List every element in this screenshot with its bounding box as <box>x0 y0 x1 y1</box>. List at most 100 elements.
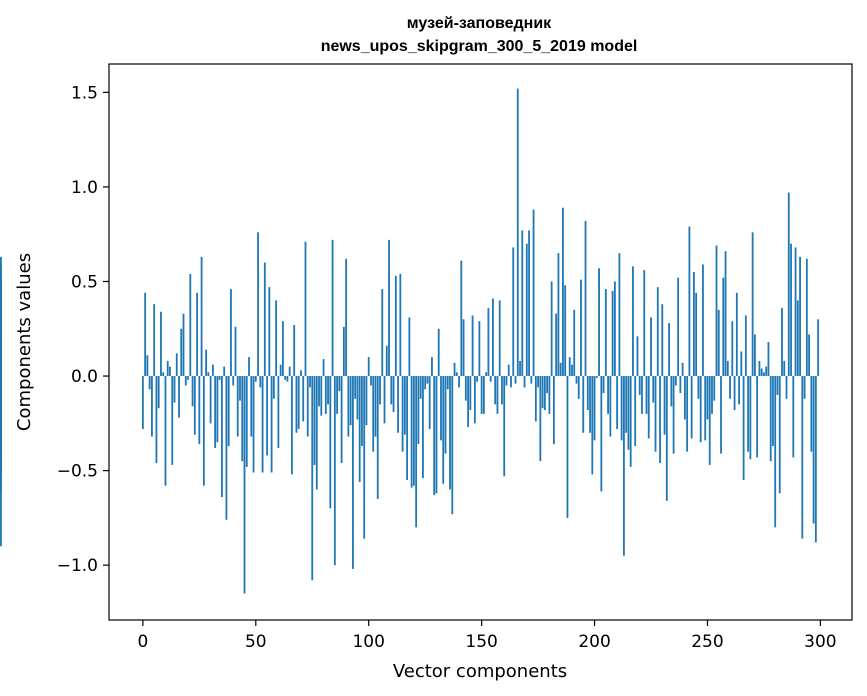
bar-38 <box>227 376 230 447</box>
bar-95 <box>356 376 359 420</box>
bar-193 <box>577 376 580 399</box>
bar-257 <box>722 277 725 377</box>
bar-185 <box>559 362 562 377</box>
bar-242 <box>688 226 691 377</box>
x-tick-label: 300 <box>804 632 836 652</box>
bar-115 <box>401 376 404 452</box>
bar-198 <box>589 376 591 433</box>
bar-131 <box>437 328 440 377</box>
bar-263 <box>735 292 738 377</box>
bar-124 <box>422 376 424 479</box>
bar-280 <box>774 376 777 528</box>
bar-155 <box>492 298 494 377</box>
bar-111 <box>392 376 395 412</box>
bar-258 <box>724 251 727 377</box>
bar-272 <box>756 376 759 458</box>
bar-208 <box>611 290 614 377</box>
bar-13 <box>171 376 174 465</box>
bar-171 <box>528 230 530 377</box>
bar-153 <box>487 307 490 377</box>
bar-274 <box>760 368 763 377</box>
bar-147 <box>473 376 476 424</box>
bar-126 <box>426 376 429 384</box>
bar-163 <box>510 376 512 388</box>
bar-292 <box>801 376 804 539</box>
bar-205 <box>604 289 607 377</box>
bar-229 <box>659 376 661 464</box>
bar-177 <box>541 376 544 409</box>
x-tick-label: 150 <box>465 632 497 652</box>
bar-140 <box>458 376 460 388</box>
bar-154 <box>489 376 492 382</box>
bar-196 <box>584 220 587 377</box>
bar-54 <box>263 262 266 377</box>
bar-73 <box>306 376 309 437</box>
bar-6 <box>155 376 158 464</box>
bar-79 <box>320 376 323 416</box>
bar-144 <box>467 376 469 428</box>
bar-49 <box>252 376 255 473</box>
bar-92 <box>349 376 352 426</box>
bar-87 <box>338 376 341 392</box>
bar-102 <box>372 376 375 452</box>
bar-260 <box>729 376 731 399</box>
bar-160 <box>503 376 506 477</box>
bar-241 <box>686 376 689 452</box>
bar-219 <box>636 336 639 377</box>
bar-3 <box>148 376 151 390</box>
bar-43 <box>239 376 241 401</box>
bar-118 <box>408 317 411 377</box>
bar-199 <box>591 376 594 475</box>
bar-44 <box>241 376 244 462</box>
bar-88 <box>340 376 343 464</box>
bar-232 <box>665 376 668 501</box>
bar-56 <box>268 287 271 377</box>
bar-183 <box>555 313 558 377</box>
bar-1 <box>144 292 147 377</box>
bar-228 <box>656 287 659 377</box>
bar-168 <box>521 230 524 377</box>
bar-255 <box>717 309 720 377</box>
bar-270 <box>751 232 754 377</box>
bar-296 <box>810 376 813 452</box>
bar-undefined <box>0 347 2 377</box>
bar-285 <box>785 376 788 399</box>
bar-68 <box>295 376 298 433</box>
bar-84 <box>331 239 334 377</box>
bar-96 <box>358 376 361 482</box>
bar-113 <box>397 376 399 433</box>
bar-253 <box>713 376 716 401</box>
bar-210 <box>616 376 619 429</box>
bar-29 <box>207 372 210 377</box>
bar-159 <box>501 376 503 405</box>
bar-53 <box>261 376 264 473</box>
bar-24 <box>196 292 198 377</box>
bar-161 <box>505 376 508 386</box>
bar-106 <box>381 289 384 377</box>
bar-134 <box>444 376 447 454</box>
bar-139 <box>455 372 458 377</box>
bar-121 <box>415 376 418 528</box>
bar-19 <box>184 376 187 386</box>
bar-52 <box>259 376 262 388</box>
bar-283 <box>781 307 783 377</box>
x-tick-label: 50 <box>245 632 267 652</box>
bar-28 <box>205 349 208 377</box>
bar-37 <box>225 376 228 520</box>
bar-39 <box>230 289 232 377</box>
bar-125 <box>424 376 427 390</box>
bar-83 <box>329 376 332 509</box>
bar-104 <box>376 376 379 499</box>
bar-181 <box>550 281 553 377</box>
bar-268 <box>747 376 750 452</box>
bar-80 <box>322 359 325 377</box>
plot-frame <box>108 63 853 621</box>
bar-132 <box>440 376 442 441</box>
bar-218 <box>634 376 637 447</box>
bar-295 <box>808 334 810 377</box>
bar-25 <box>198 376 201 445</box>
bar-191 <box>573 309 576 377</box>
bar-169 <box>523 376 526 388</box>
bar-284 <box>783 360 786 377</box>
